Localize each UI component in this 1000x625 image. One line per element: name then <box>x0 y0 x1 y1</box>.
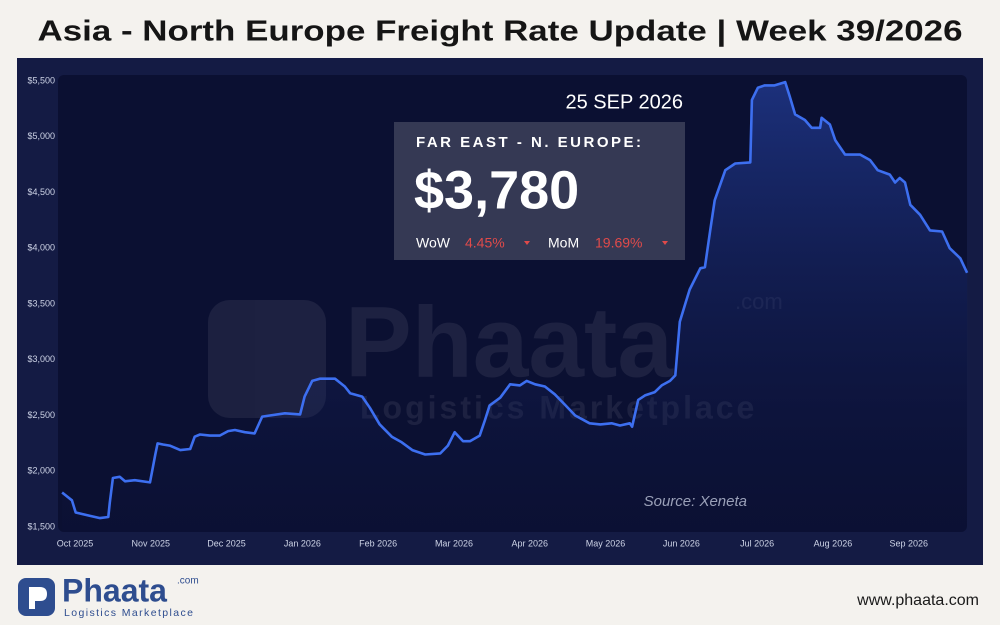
x-tick-label: Sep 2026 <box>889 538 928 548</box>
price: $3,780 <box>414 160 579 220</box>
box-title: FAR EAST - N. EUROPE: <box>416 134 644 151</box>
y-tick-label: $3,500 <box>27 298 55 308</box>
y-tick-label: $1,500 <box>27 521 55 531</box>
x-tick-label: Feb 2026 <box>359 538 397 548</box>
footer-logo: Phaata <box>62 572 167 608</box>
y-tick-label: $2,500 <box>27 410 55 420</box>
watermark-icon <box>208 300 326 418</box>
x-tick-label: Jul 2026 <box>740 538 774 548</box>
y-tick-label: $3,000 <box>27 354 55 364</box>
footer-tagline: Logistics Marketplace <box>64 607 194 619</box>
y-tick-label: $5,000 <box>27 131 55 141</box>
y-tick-label: $2,000 <box>27 466 55 476</box>
x-tick-label: Aug 2026 <box>814 538 853 548</box>
website: www.phaata.com <box>856 592 979 609</box>
date-label: 25 SEP 2026 <box>565 91 683 113</box>
line <box>61 80 969 520</box>
x-tick-label: Dec 2025 <box>207 538 246 548</box>
area <box>62 82 968 533</box>
watermark-logo: Phaata <box>345 286 674 398</box>
footer-logo-suffix: .com <box>177 576 199 587</box>
wow-arrow <box>524 241 530 245</box>
x-tick-label: Apr 2026 <box>511 538 548 548</box>
x-tick-label: Jun 2026 <box>663 538 700 548</box>
y-tick-label: $4,500 <box>27 187 55 197</box>
wow-label: WoW <box>416 235 451 251</box>
wow-value: 4.45% <box>465 235 505 251</box>
mom-value: 19.69% <box>595 235 642 251</box>
x-tick-label: May 2026 <box>586 538 626 548</box>
x-tick-label: Oct 2025 <box>57 538 94 548</box>
mom-label: MoM <box>548 235 579 251</box>
x-tick-label: Nov 2025 <box>131 538 170 548</box>
y-tick-label: $4,000 <box>27 243 55 253</box>
mom-arrow <box>662 241 668 245</box>
y-tick-label: $5,500 <box>27 75 55 85</box>
logo-glyph <box>29 587 47 609</box>
page-title: Asia - North Europe Freight Rate Update … <box>38 16 963 48</box>
source: Source: Xeneta <box>644 493 747 510</box>
x-tick-label: Mar 2026 <box>435 538 473 548</box>
info-box <box>394 122 685 260</box>
x-tick-label: Jan 2026 <box>284 538 321 548</box>
